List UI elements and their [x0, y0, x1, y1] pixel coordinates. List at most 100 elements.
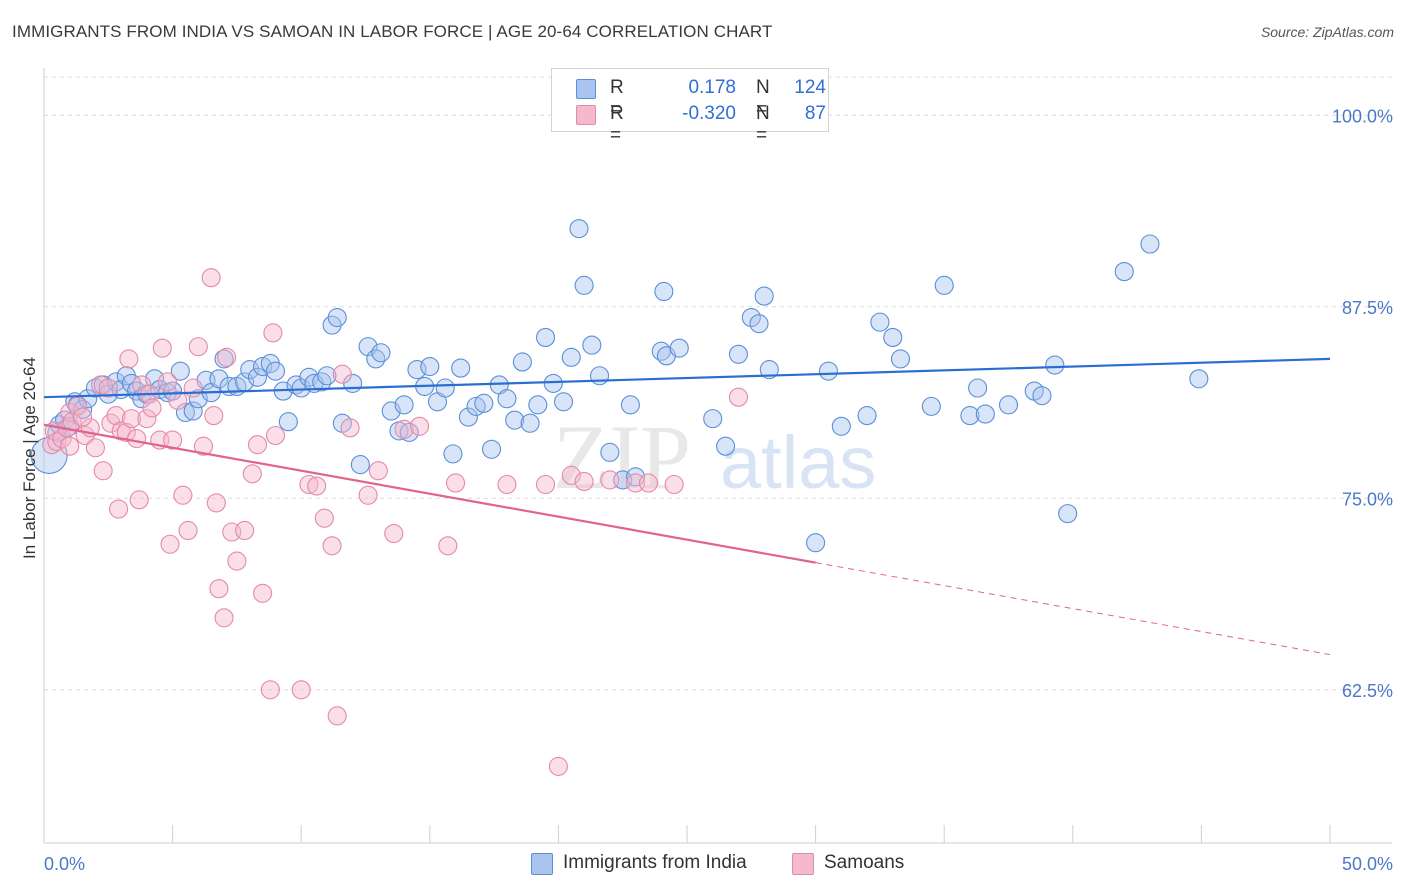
samoan-point — [60, 436, 80, 456]
india-point — [543, 373, 563, 393]
samoan-point — [119, 349, 139, 369]
india-point — [265, 361, 286, 381]
samoan-point — [206, 493, 226, 513]
legend-n-value: 87 — [804, 103, 826, 124]
samoan-point — [728, 387, 748, 407]
india-point — [806, 533, 826, 553]
india-point — [512, 352, 532, 372]
samoan-point — [235, 520, 255, 541]
samoan-point — [535, 474, 556, 495]
samoan-point — [638, 473, 658, 493]
india-point — [620, 395, 640, 415]
samoan-point — [47, 432, 67, 452]
trend-line-samoan — [43, 423, 816, 564]
samoan-point — [299, 474, 319, 495]
samoan-point — [121, 409, 141, 429]
india-point — [1114, 262, 1134, 282]
samoan-point — [332, 364, 352, 384]
india-point — [998, 395, 1019, 415]
bottom-legend-label-samoan: Samoans — [824, 852, 905, 873]
india-point — [553, 392, 574, 412]
samoan-point — [260, 680, 280, 700]
india-point — [590, 366, 610, 386]
y-tick-labels: 100.0% 87.5% 75.0% 62.5% — [1332, 106, 1393, 701]
india-point — [1140, 234, 1160, 254]
india-point — [921, 396, 941, 416]
india-point — [466, 396, 486, 416]
samoan-point — [664, 474, 684, 495]
samoan-point — [548, 756, 568, 776]
watermark-atlas: atlas — [720, 421, 876, 504]
india-point — [420, 356, 440, 377]
india-point — [399, 422, 419, 442]
bottom-legend-label-india: Immigrants from India — [563, 852, 747, 873]
india-point — [728, 344, 748, 364]
india-point — [1045, 355, 1065, 375]
y-axis-label: In Labor Force | Age 20-64 — [20, 357, 39, 559]
samoan-point — [394, 419, 414, 439]
india-point — [754, 286, 774, 306]
samoan-point — [204, 406, 224, 426]
india-point — [170, 361, 190, 381]
bottom-legend-swatch-india — [531, 853, 553, 875]
india-point — [741, 307, 761, 328]
samoan-point — [314, 508, 334, 528]
samoan-point — [217, 347, 237, 367]
correlation-legend: R = 0.178 N = 124 R = -0.320 N = 87 — [551, 68, 829, 146]
trend-line-india — [43, 357, 1331, 399]
samoan-point — [340, 418, 360, 438]
india-point — [458, 407, 478, 427]
india-point — [883, 327, 903, 347]
samoan-point — [307, 476, 327, 496]
samoan-point — [160, 534, 180, 554]
india-point — [975, 404, 995, 424]
india-point — [870, 312, 890, 332]
x-tick-label: 50.0% — [1342, 854, 1393, 874]
samoan-point — [168, 390, 188, 410]
samoan-point — [157, 372, 178, 392]
india-point — [443, 444, 463, 464]
trend-line-samoan-extension — [815, 562, 1331, 656]
samoan-point — [109, 499, 129, 519]
india-point — [371, 343, 391, 363]
india-point — [497, 389, 517, 409]
india-point — [934, 275, 954, 295]
samoan-point — [142, 398, 162, 418]
samoan-point — [91, 375, 111, 395]
india-point — [968, 378, 988, 398]
legend-r-value: 0.178 — [688, 77, 736, 98]
bottom-legend-swatch-samoan — [792, 853, 814, 875]
samoan-point — [188, 337, 208, 357]
india-point — [327, 307, 347, 328]
india-point — [520, 413, 540, 433]
india-point — [1189, 369, 1209, 389]
india-point — [350, 455, 370, 475]
y-tick-label: 62.5% — [1342, 681, 1393, 701]
india-point — [1058, 504, 1078, 524]
samoan-point — [253, 583, 273, 603]
samoan-point — [600, 470, 620, 490]
india-point — [857, 406, 877, 426]
samoan-point — [152, 338, 172, 358]
india-point — [312, 372, 332, 392]
india-point — [703, 409, 723, 429]
india-point — [366, 349, 386, 369]
y-tick-label: 75.0% — [1342, 489, 1393, 509]
india-point — [574, 275, 594, 295]
samoan-point — [445, 473, 466, 493]
y-tick-label: 87.5% — [1342, 298, 1393, 318]
india-point — [451, 358, 471, 378]
samoan-point — [85, 438, 105, 458]
legend-r-label: R = — [610, 103, 624, 146]
series-india-points — [30, 219, 1209, 553]
samoan-point — [52, 429, 72, 449]
india-point — [716, 436, 736, 456]
india-point — [435, 378, 455, 398]
samoan-point — [214, 608, 234, 628]
india-point — [831, 416, 851, 436]
india-point — [394, 395, 414, 415]
india-point — [569, 219, 589, 239]
india-point — [317, 366, 337, 386]
series-samoan-points — [42, 268, 748, 776]
